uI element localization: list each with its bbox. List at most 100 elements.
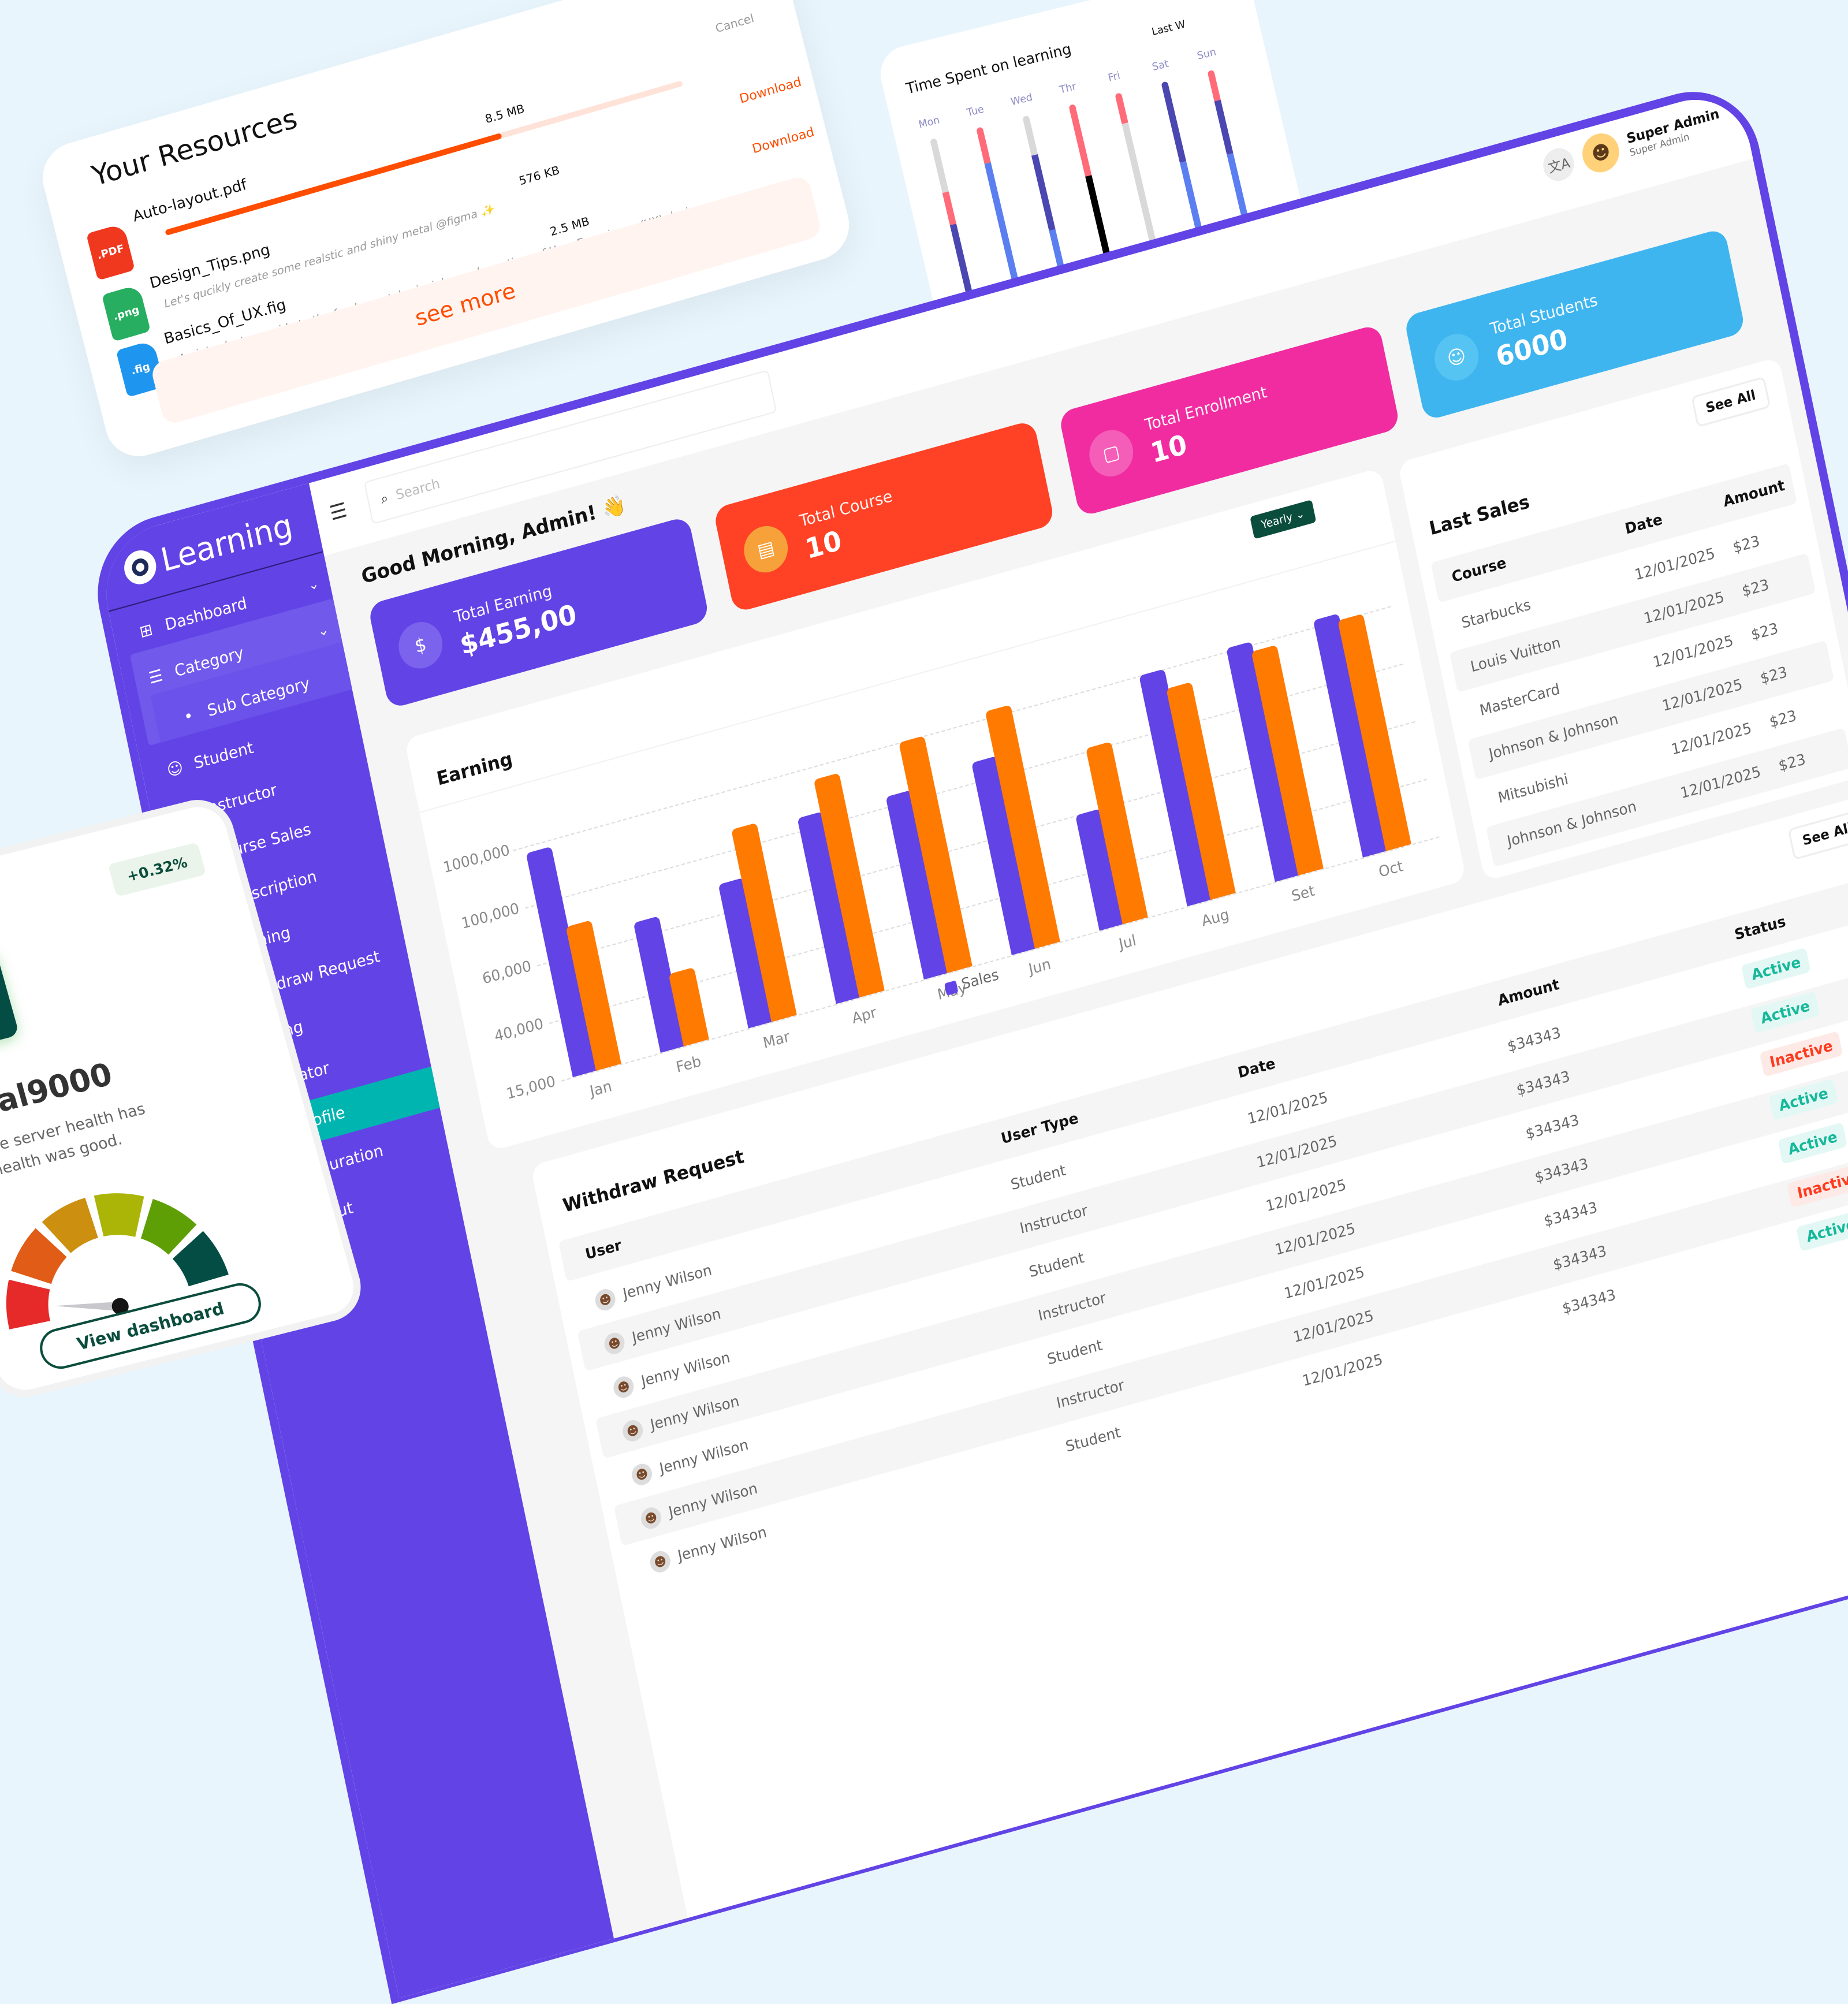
- table-cell: Instructor: [1055, 1376, 1126, 1412]
- x-tick-label: Jul: [1117, 931, 1138, 953]
- table-cell: $34343: [1524, 1111, 1581, 1143]
- cell-text: 12/01/2025: [1633, 544, 1717, 584]
- list-icon: ☰: [147, 666, 165, 688]
- cell-text: $23: [1740, 576, 1771, 601]
- cell-text: 12/01/2025: [1660, 675, 1744, 715]
- table-cell: Instructor: [1018, 1202, 1089, 1238]
- x-tick-label: Jan: [588, 1077, 613, 1100]
- legend-swatch: [944, 980, 959, 996]
- cell-text: Instructor: [1037, 1288, 1108, 1325]
- cell-text: 12/01/2025: [1246, 1088, 1329, 1128]
- cell-text: Instructor: [1055, 1376, 1126, 1412]
- column-header: Status: [1732, 912, 1787, 944]
- cell-text: $23: [1731, 532, 1761, 557]
- gauge-segment: [42, 1198, 98, 1253]
- table-cell: $34343: [1543, 1198, 1599, 1230]
- chart-title: Earning: [435, 748, 515, 791]
- cell-text: Student: [1045, 1336, 1104, 1369]
- avatar: ☻: [629, 1461, 654, 1488]
- table-cell: Active: [1741, 947, 1812, 990]
- table-cell: Starbucks: [1460, 596, 1532, 632]
- cell-text: $23: [1749, 619, 1780, 644]
- gauge-hub: [111, 1298, 129, 1315]
- chevron-down-icon[interactable]: ⌄: [307, 575, 321, 594]
- table-cell: 12/01/2025: [1292, 1307, 1375, 1346]
- server-health-card: +0.32% ▥ Hal9000 In the last 7 days, the…: [0, 792, 369, 1405]
- table-cell: Student: [1046, 1336, 1104, 1368]
- table-cell: Louis Vuitton: [1469, 634, 1562, 675]
- avatar[interactable]: ☻: [1579, 129, 1623, 177]
- avatar: ☻: [593, 1287, 617, 1313]
- students-icon: ☺: [1430, 329, 1483, 386]
- y-tick-label: 60,000: [480, 957, 533, 988]
- gauge-segment: [11, 1228, 67, 1284]
- status-badge: Active: [1741, 947, 1812, 990]
- dashboard-icon: ⊞: [137, 620, 155, 642]
- avatar: ☻: [639, 1505, 664, 1532]
- logo-icon: [121, 546, 159, 588]
- gauge-segment: [140, 1199, 197, 1255]
- x-tick-label: Aug: [1199, 906, 1231, 930]
- table-cell: $23: [1750, 620, 1780, 644]
- cell-text: 12/01/2025: [1679, 762, 1763, 802]
- table-cell: Active: [1750, 991, 1820, 1034]
- cell-text: MasterCard: [1478, 680, 1562, 720]
- cell-text: Jenny Wilson: [630, 1305, 722, 1347]
- table-cell: Student: [1009, 1161, 1067, 1194]
- table-cell: 12/01/2025: [1264, 1176, 1347, 1215]
- y-tick-label: 15,000: [505, 1072, 557, 1103]
- table-cell: 12/01/2025: [1273, 1220, 1357, 1259]
- health-gauge: [6, 1193, 229, 1329]
- x-tick-label: Jun: [1027, 955, 1053, 978]
- table-cell: $34343: [1533, 1155, 1590, 1187]
- cell-text: 12/01/2025: [1301, 1350, 1385, 1390]
- cell-text: Jenny Wilson: [621, 1261, 714, 1303]
- see-all-sales-button[interactable]: See All: [1690, 376, 1771, 428]
- chevron-down-icon[interactable]: ⌄: [316, 621, 330, 640]
- avatar: ☻: [602, 1330, 627, 1357]
- cell-text: Louis Vuitton: [1469, 634, 1562, 676]
- cell-text: Jenny Wilson: [639, 1348, 732, 1390]
- cell-text: 12/01/2025: [1642, 588, 1726, 628]
- gauge-segment: [94, 1193, 144, 1237]
- table-cell: $23: [1777, 750, 1807, 774]
- table-cell: Active: [1778, 1122, 1848, 1165]
- cell-text: Starbucks: [1459, 595, 1533, 632]
- column-header: Date: [1623, 510, 1664, 538]
- cell-text: $34343: [1560, 1286, 1618, 1318]
- cell-text: $34343: [1524, 1111, 1581, 1143]
- gauge-segment: [6, 1279, 50, 1329]
- see-all-withdraw-button[interactable]: See All: [1787, 809, 1848, 861]
- cell-text: Mitsubishi: [1496, 770, 1570, 807]
- x-tick-label: Oct: [1377, 857, 1405, 881]
- search-placeholder: Search: [394, 475, 442, 504]
- table-cell: $23: [1768, 707, 1798, 731]
- column-header: User Type: [999, 1109, 1080, 1148]
- last-sales-card: Last Sales See All Course Date Amount Starb…: [1397, 357, 1848, 882]
- table-cell: $34343: [1561, 1286, 1618, 1317]
- table-cell: 12/01/2025: [1642, 588, 1726, 628]
- cell-text: 12/01/2025: [1255, 1132, 1339, 1172]
- chevron-down-icon: ⌄: [1294, 507, 1306, 523]
- search-icon: ⌕: [379, 490, 390, 508]
- table-cell: Student: [1027, 1249, 1086, 1281]
- cell-text: $34343: [1551, 1242, 1608, 1274]
- avatar: ☻: [621, 1417, 645, 1444]
- dollar-icon: $: [394, 617, 447, 674]
- table-cell: 12/01/2025: [1301, 1351, 1384, 1390]
- translate-icon[interactable]: 文A: [1540, 144, 1578, 185]
- legend-label: Sales: [960, 966, 1001, 993]
- y-tick-label: 100,000: [460, 899, 521, 933]
- x-tick-label: Feb: [675, 1052, 703, 1077]
- cell-text: $23: [1768, 706, 1798, 731]
- menu-toggle-icon[interactable]: ☰: [327, 497, 349, 526]
- table-cell: Mitsubishi: [1496, 770, 1570, 807]
- table-cell: $34343: [1515, 1067, 1571, 1099]
- table-cell: 12/01/2025: [1633, 545, 1716, 584]
- yearly-dropdown[interactable]: Yearly ⌄: [1250, 500, 1316, 539]
- y-tick-label: 1000,000: [441, 841, 512, 877]
- column-header: Amount: [1496, 975, 1561, 1010]
- cell-text: 12/01/2025: [1264, 1176, 1348, 1215]
- cell-text: 12/01/2025: [1282, 1263, 1366, 1303]
- users-icon: ☺: [165, 758, 185, 781]
